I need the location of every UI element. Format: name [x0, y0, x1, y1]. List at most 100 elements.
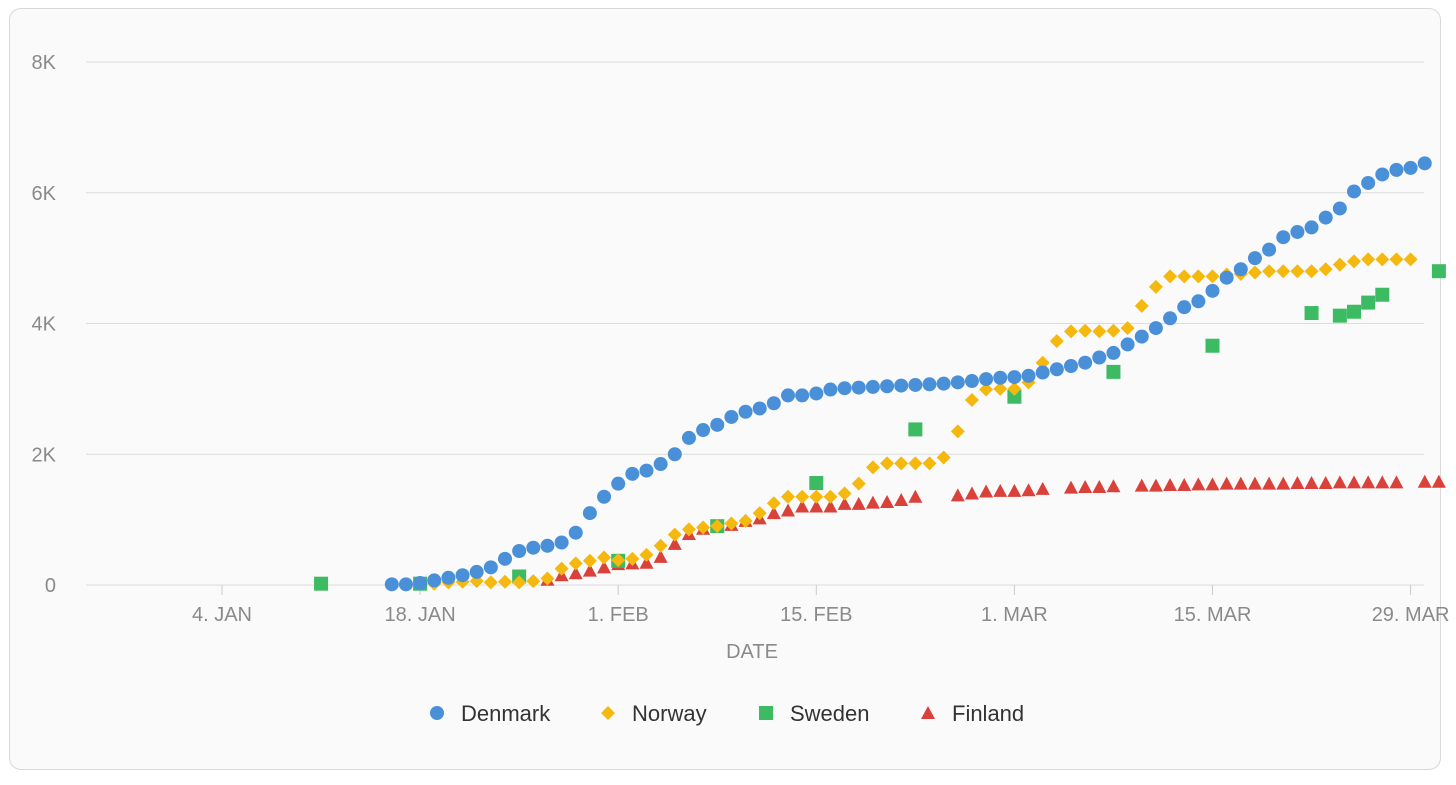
norway-point [1163, 269, 1178, 284]
x-tick-label: 15. FEB [780, 604, 852, 626]
x-tick-label: 1. MAR [981, 604, 1048, 626]
norway-point [752, 506, 767, 521]
denmark-point [1332, 201, 1347, 216]
norway-point [766, 496, 781, 511]
y-tick-label: 6K [32, 183, 57, 205]
finland-point [667, 536, 682, 550]
norway-point [738, 513, 753, 528]
finland-point [894, 493, 909, 507]
denmark-point [936, 376, 951, 391]
denmark-point [1092, 350, 1107, 365]
denmark-point [483, 560, 498, 575]
norway-point [1134, 298, 1149, 313]
finland-point [1007, 483, 1022, 497]
denmark-point [1049, 362, 1064, 377]
denmark-point [1021, 368, 1036, 383]
denmark-point [795, 388, 810, 403]
norway-point [1191, 269, 1206, 284]
finland-point [865, 495, 880, 509]
denmark-point [512, 544, 527, 559]
finland-point [908, 489, 923, 503]
sweden-point [1106, 364, 1121, 379]
finland-point [582, 563, 597, 577]
legend-label-sweden: Sweden [790, 701, 870, 726]
denmark-point [1247, 251, 1262, 266]
finland-point [781, 503, 795, 517]
norway-point [809, 489, 824, 504]
denmark-point [837, 381, 852, 396]
denmark-point [384, 577, 399, 592]
norway-point [696, 520, 711, 535]
legend-marker-finland [921, 706, 935, 719]
denmark-point [1120, 337, 1135, 352]
denmark-point [625, 466, 640, 481]
sweden-point [1332, 308, 1347, 323]
denmark-point [724, 409, 739, 424]
denmark-point [1361, 175, 1376, 190]
finland-point [1148, 478, 1163, 492]
denmark-point [1219, 270, 1234, 285]
denmark-point [1106, 345, 1121, 360]
denmark-point [1318, 210, 1333, 225]
finland-point [1375, 475, 1390, 489]
denmark-point [851, 380, 866, 395]
denmark-point [1403, 160, 1418, 175]
norway-point [611, 553, 626, 568]
norway-point [964, 392, 979, 407]
denmark-point [611, 476, 626, 491]
finland-point [1361, 475, 1376, 489]
finland-point [1219, 476, 1234, 490]
finland-point [1092, 479, 1107, 493]
denmark-point [752, 401, 767, 416]
denmark-point [950, 375, 965, 390]
denmark-point [427, 573, 442, 588]
norway-point [1403, 252, 1418, 267]
denmark-point [469, 564, 484, 579]
norway-point [880, 456, 895, 471]
denmark-point [908, 377, 923, 392]
finland-point [795, 499, 810, 513]
finland-point [1035, 481, 1050, 495]
norway-point [1389, 252, 1404, 267]
norway-point [483, 575, 498, 590]
x-tick-label: 1. FEB [588, 604, 649, 626]
norway-point [851, 476, 866, 491]
legend-marker-sweden [759, 706, 773, 720]
norway-point [597, 550, 612, 565]
finland-point [809, 499, 824, 513]
finland-point [1247, 476, 1262, 490]
finland-point [653, 549, 668, 563]
y-tick-label: 8K [32, 52, 57, 74]
norway-point [1247, 265, 1262, 280]
y-tick-label: 0 [45, 575, 56, 597]
norway-point [554, 561, 569, 576]
denmark-point [455, 568, 470, 583]
denmark-point [1347, 184, 1361, 199]
y-tick-label: 4K [32, 314, 57, 336]
norway-point [979, 382, 994, 397]
finland-point [1417, 474, 1432, 488]
finland-point [766, 506, 781, 520]
y-tick-label: 2K [32, 444, 57, 466]
norway-point [837, 486, 852, 501]
denmark-point [964, 374, 979, 389]
finland-point [1304, 476, 1319, 490]
legend-label-norway: Norway [632, 701, 707, 726]
denmark-point [1262, 242, 1277, 257]
denmark-point [880, 379, 895, 394]
norway-point [1375, 252, 1390, 267]
norway-point [1304, 264, 1319, 279]
finland-point [1347, 475, 1361, 489]
norway-point [667, 527, 682, 542]
norway-point [823, 489, 838, 504]
denmark-point [1290, 224, 1305, 239]
finland-point [1177, 477, 1192, 491]
finland-point [1163, 477, 1178, 491]
denmark-point [540, 538, 555, 553]
norway-point [681, 522, 696, 537]
sweden-point [1304, 306, 1319, 321]
finland-point [823, 499, 838, 513]
finland-point [1431, 474, 1446, 488]
denmark-point [1389, 162, 1404, 177]
denmark-point [766, 396, 781, 411]
